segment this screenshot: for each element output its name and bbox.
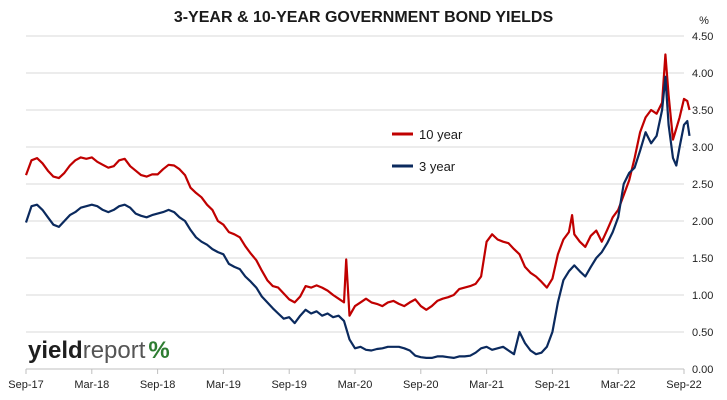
svg-text:yieldreport%: yieldreport% <box>28 337 170 364</box>
grid-lines <box>26 35 684 370</box>
x-tick-label: Sep-22 <box>666 379 701 391</box>
legend: 10 year 3 year <box>392 127 463 174</box>
legend-label-10-year: 10 year <box>419 127 463 142</box>
y-axis-label: % <box>699 15 709 27</box>
x-tick-label: Sep-18 <box>140 379 175 391</box>
y-tick-label: 4.50 <box>692 31 713 43</box>
x-tick-label: Sep-17 <box>8 379 43 391</box>
x-tick-label: Mar-19 <box>206 379 241 391</box>
x-tick-label: Sep-19 <box>271 379 306 391</box>
axes: 0.00 0.50 1.00 1.50 2.00 2.50 3.00 3.50 4.00 4.50… <box>8 15 713 391</box>
y-tick-label: 1.50 <box>692 253 713 265</box>
logo-text-yield: yield <box>28 337 83 364</box>
x-tick-label: Sep-21 <box>535 379 570 391</box>
y-tick-label: 0.50 <box>692 327 713 339</box>
x-tick-label: Sep-20 <box>403 379 438 391</box>
series-line-10-year <box>24 53 691 317</box>
x-tick-label: Mar-21 <box>469 379 504 391</box>
series-layer <box>24 53 691 359</box>
y-tick-label: 3.50 <box>692 105 713 117</box>
logo-text-report: report <box>83 337 146 364</box>
y-tick-label: 4.00 <box>692 68 713 80</box>
y-tick-label: 2.50 <box>692 179 713 191</box>
x-tick-label: Mar-20 <box>338 379 373 391</box>
x-tick-label: Mar-22 <box>601 379 636 391</box>
y-tick-label: 1.00 <box>692 290 713 302</box>
y-tick-label: 0.00 <box>692 364 713 376</box>
y-tick-label: 3.00 <box>692 142 713 154</box>
logo-percent-icon: % <box>148 337 169 364</box>
chart-title: 3-YEAR & 10-YEAR GOVERNMENT BOND YIELDS <box>173 9 554 26</box>
y-tick-label: 2.00 <box>692 216 713 228</box>
yieldreport-logo: yieldreport% <box>28 337 170 364</box>
x-tick-label: Mar-18 <box>74 379 109 391</box>
legend-label-3-year: 3 year <box>419 159 456 174</box>
series-line-3-year <box>24 75 691 359</box>
